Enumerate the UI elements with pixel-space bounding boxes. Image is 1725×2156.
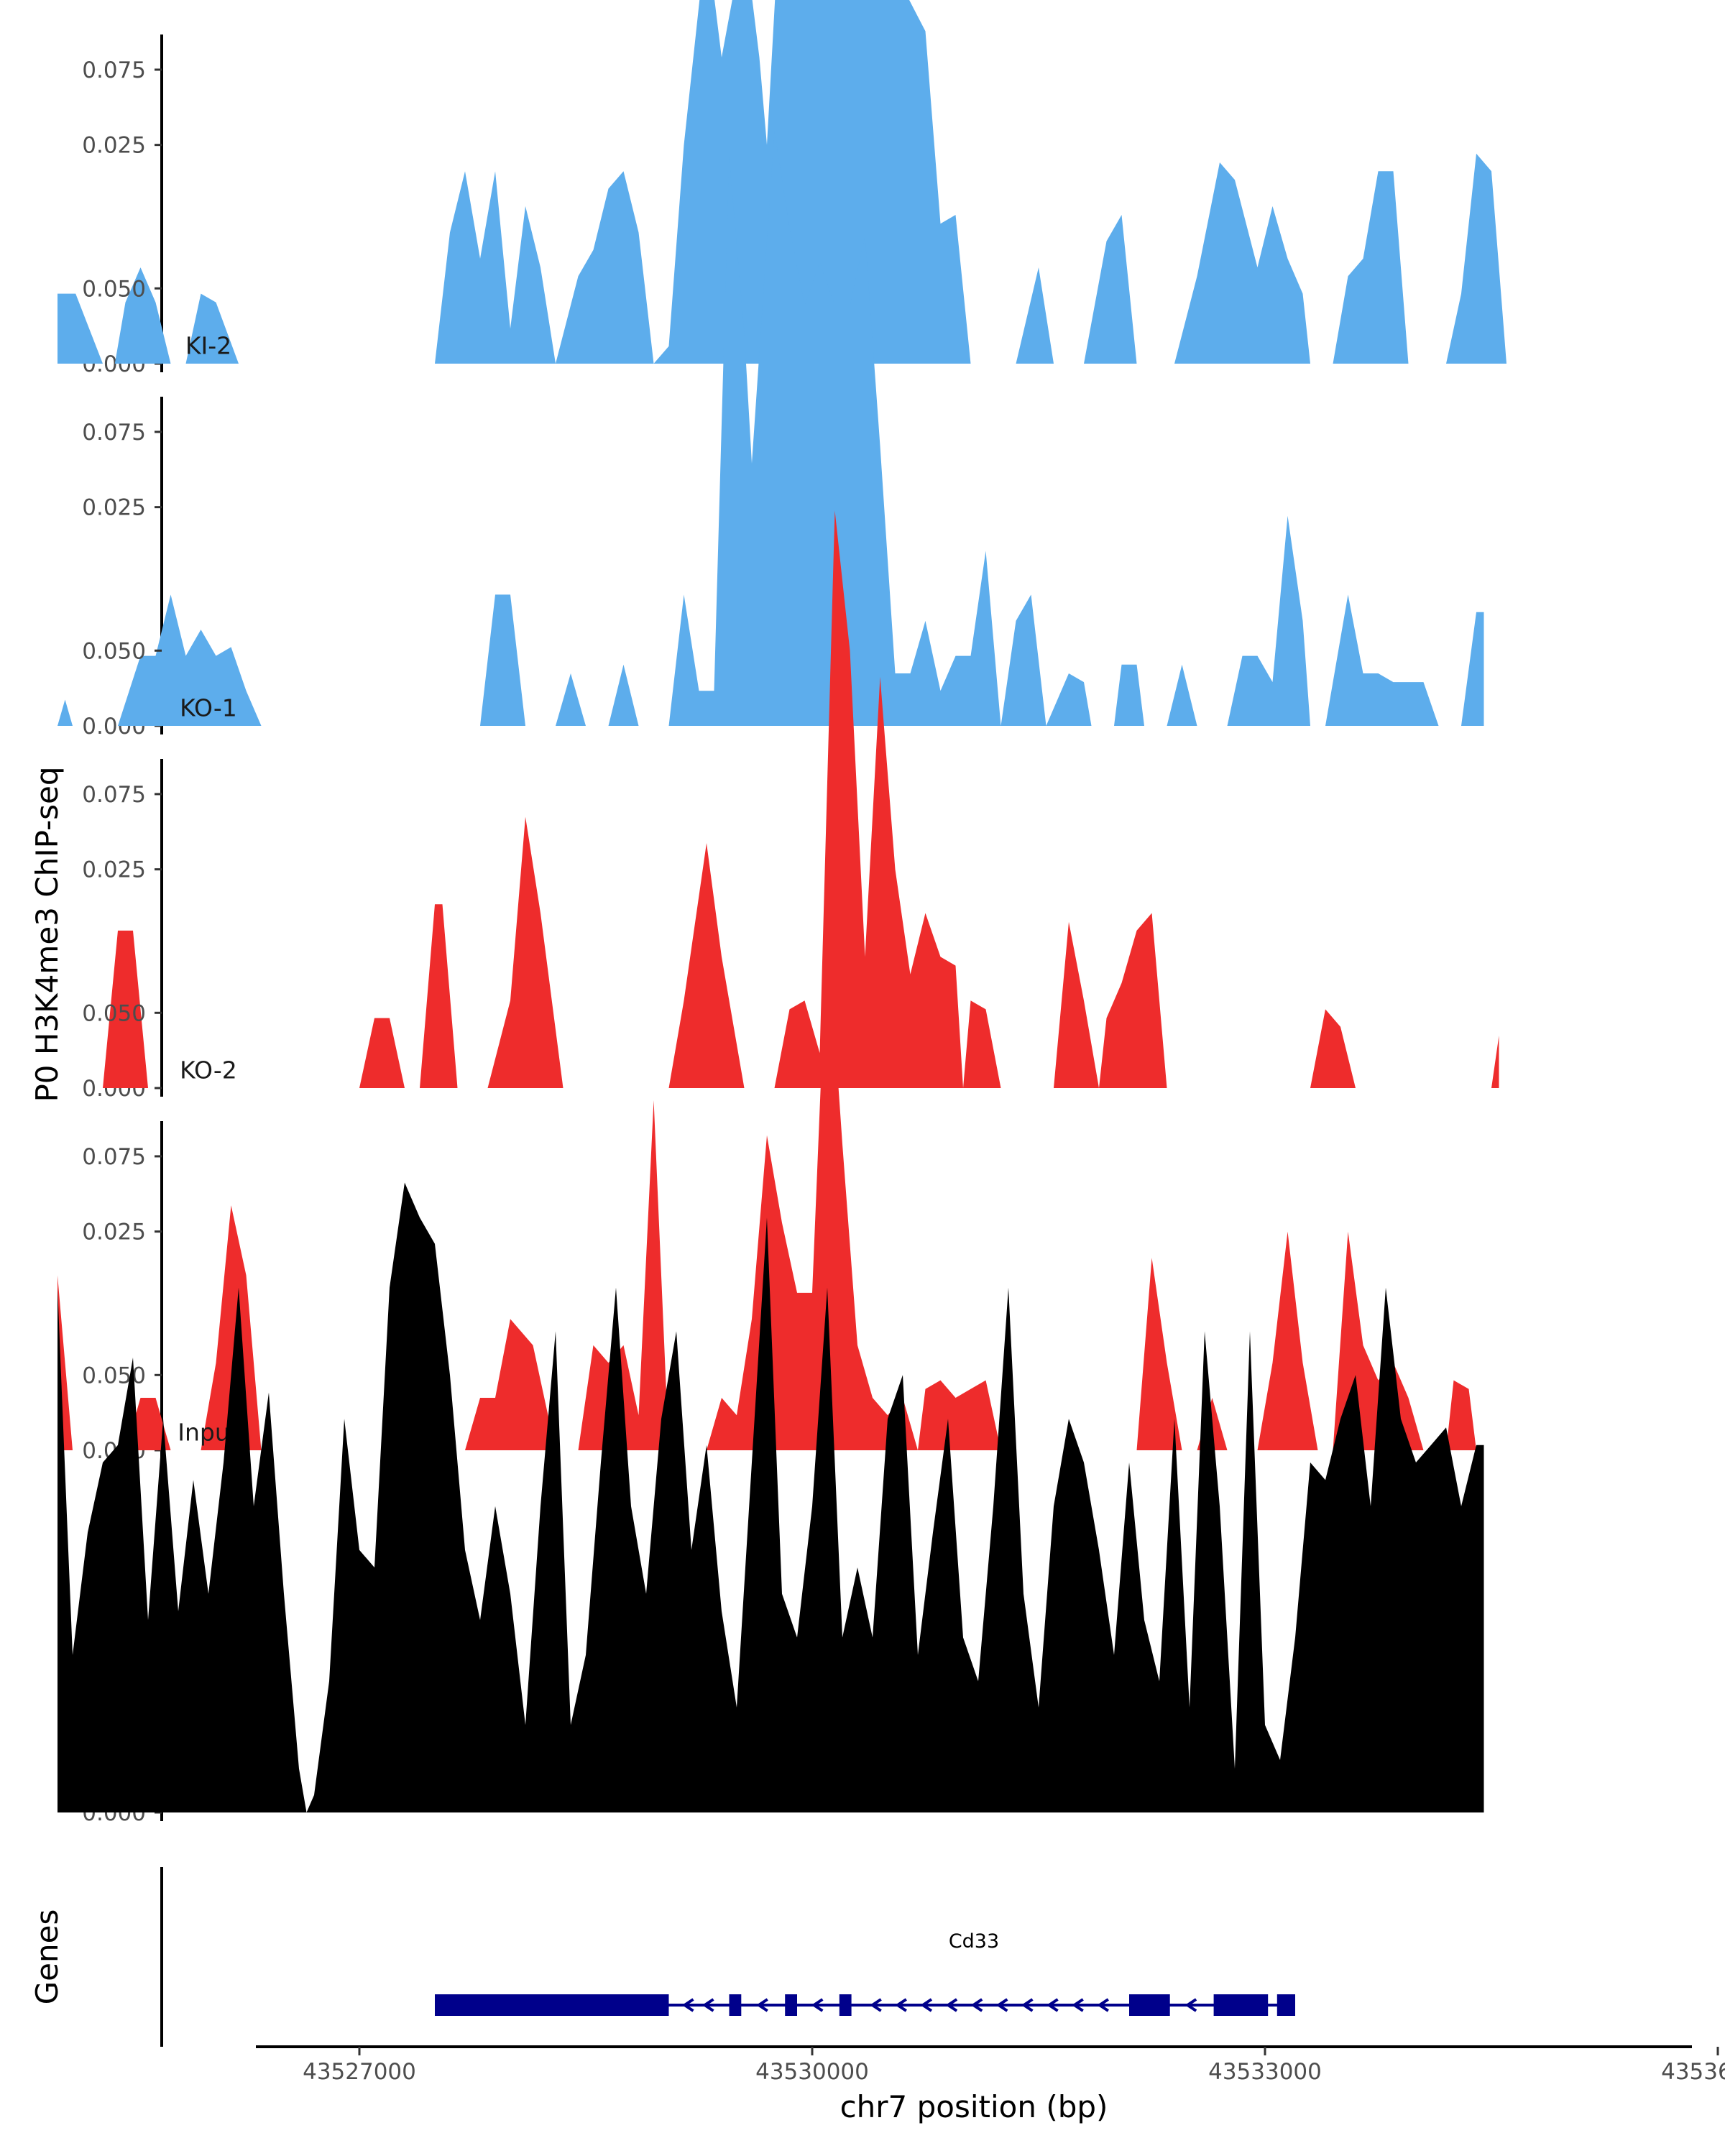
y-tick-label-input-3: 0.075 [82, 1144, 146, 1170]
strand-arrow [1046, 1998, 1059, 2012]
y-tick-label-ko-1-2: 0.050 [82, 638, 146, 664]
coverage-area-ko-2 [58, 925, 1476, 1450]
x-tick-label-2: 43533000 [1208, 2059, 1322, 2085]
x-tick-label-3: 43536000 [1661, 2059, 1725, 2085]
strand-arrow [995, 1998, 1008, 2012]
gene-exon-5 [1213, 1994, 1269, 2016]
y-tick-label-ki-1-1: 0.025 [82, 133, 146, 159]
strand-arrow [1021, 1998, 1034, 2012]
strand-arrow [811, 1998, 824, 2012]
x-ticks: 43527000 43530000 43533000 43536000 [303, 2047, 1725, 2085]
y-tick-label-ki-2-1: 0.025 [82, 495, 146, 521]
y-tick-label-ko-1-3: 0.075 [82, 420, 146, 446]
y-tick-label-ko-1-1: 0.025 [82, 857, 146, 883]
strand-arrow [945, 1998, 958, 2012]
gene-model-cd33 [435, 1994, 1295, 2016]
y-tick-label-ko-2-3: 0.075 [82, 782, 146, 808]
track-label-ko-1: KO-1 [180, 694, 237, 722]
coverage-area-ki-2 [58, 131, 1484, 726]
strand-arrow [920, 1998, 933, 2012]
strand-arrow [1097, 1998, 1109, 2012]
strand-arrow [895, 1998, 907, 2012]
strand-arrow [1184, 1998, 1197, 2012]
gene-exon-4 [1129, 1994, 1170, 2016]
genes-axis-title: Genes [29, 1909, 65, 2005]
strand-arrow [681, 1998, 694, 2012]
gene-exon-6 [1276, 1994, 1295, 2016]
x-tick-label-0: 43527000 [303, 2059, 416, 2085]
y-tick-label-ko-2-1: 0.025 [82, 1220, 146, 1245]
track-label-ki-2: KI-2 [185, 331, 231, 359]
y-axis-title: P0 H3K4me3 ChIP-seq [29, 766, 65, 1102]
track-label-ko-2: KO-2 [180, 1056, 237, 1084]
coverage-area-ko-1 [103, 510, 1499, 1088]
strand-arrow [870, 1998, 882, 2012]
strand-arrow [970, 1998, 983, 2012]
gene-exon-0 [435, 1994, 669, 2016]
y-tick-label-ki-2-3: 0.075 [82, 57, 146, 83]
coverage-area-input [58, 1182, 1484, 1812]
strand-arrow [756, 1998, 768, 2012]
y-tick-label-ki-2-2: 0.050 [82, 276, 146, 302]
x-axis: 43527000 43530000 43533000 43536000 chr7 po… [256, 2045, 1725, 2124]
gene-label-cd33: Cd33 [949, 1930, 999, 1953]
y-tick-label-input-2: 0.050 [82, 1363, 146, 1388]
gene-panel: Genes Cd33 [29, 1867, 1295, 2047]
strand-arrow [1072, 1998, 1084, 2012]
x-axis-title: chr7 position (bp) [840, 2089, 1108, 2124]
tracks-group: 0.0000.0250.0500.075KI-10.0000.0250.0500… [58, 0, 1506, 1826]
strand-arrow [702, 1998, 714, 2012]
y-tick-label-ko-2-2: 0.050 [82, 1000, 146, 1026]
gene-exon-3 [839, 1994, 852, 2016]
gene-exon-2 [785, 1994, 797, 2016]
x-tick-label-1: 43530000 [755, 2059, 869, 2085]
gene-exon-1 [729, 1994, 742, 2016]
